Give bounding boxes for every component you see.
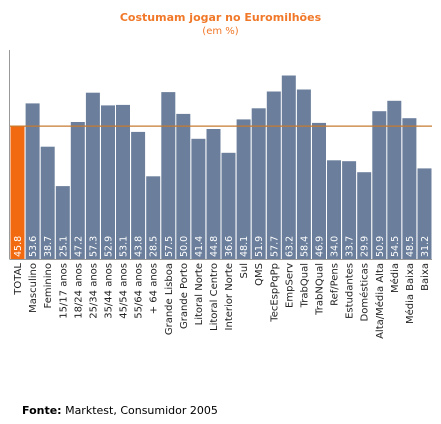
- bar-9: [146, 176, 161, 259]
- value-label-2: 38.7: [43, 236, 54, 257]
- category-label-20: TrabNQual: [315, 263, 326, 316]
- bar-1: [25, 103, 40, 260]
- value-label-9: 28.5: [149, 236, 160, 257]
- category-label-8: 55/64 anos: [134, 263, 145, 319]
- category-label-22: Estudantes: [345, 263, 356, 319]
- category-label-15: Sul: [239, 263, 250, 278]
- source-text: Marktest, Consumidor 2005: [65, 404, 218, 417]
- value-label-14: 36.6: [224, 236, 235, 257]
- value-label-23: 29.9: [360, 236, 371, 257]
- source-label: Fonte:: [22, 404, 62, 417]
- category-label-13: Litoral Centro: [209, 263, 220, 331]
- value-label-4: 47.2: [73, 236, 84, 257]
- bar-21: [327, 160, 341, 259]
- value-label-1: 53.6: [28, 236, 39, 257]
- value-label-18: 63.2: [284, 236, 295, 257]
- category-label-17: TecEspPqPp: [269, 263, 280, 323]
- bar-17: [266, 91, 281, 259]
- bar-2: [40, 146, 55, 259]
- value-label-7: 53.1: [119, 236, 130, 257]
- category-label-14: Interior Norte: [224, 263, 235, 330]
- value-label-17: 57.7: [269, 236, 280, 257]
- category-label-2: Feminino: [43, 263, 54, 308]
- category-label-5: 25/34 anos: [88, 263, 99, 319]
- category-label-6: 35/44 anos: [104, 263, 115, 319]
- value-label-15: 48.1: [239, 236, 250, 257]
- bar-7: [116, 104, 130, 260]
- bar-22: [342, 161, 357, 259]
- bar-16: [251, 108, 266, 259]
- value-label-11: 50.0: [179, 236, 190, 257]
- value-label-26: 48.5: [405, 236, 416, 257]
- category-label-16: QMS: [254, 263, 265, 286]
- value-label-22: 33.7: [345, 236, 356, 257]
- bar-27: [417, 168, 432, 259]
- bar-11: [176, 113, 191, 260]
- value-label-19: 58.4: [299, 236, 310, 257]
- bar-23: [357, 172, 372, 259]
- bar-0: [10, 126, 25, 259]
- value-label-21: 34.0: [330, 236, 341, 257]
- bar-24: [372, 111, 387, 259]
- category-label-4: 18/24 anos: [73, 263, 84, 319]
- category-label-27: Baixa: [420, 263, 431, 291]
- source-note: Fonte: Marktest, Consumidor 2005: [22, 404, 218, 417]
- value-label-16: 51.9: [254, 236, 265, 257]
- category-label-0: TOTAL: [13, 263, 24, 296]
- bar-5: [85, 92, 100, 259]
- value-label-0: 45.8: [13, 236, 24, 257]
- value-label-20: 46.9: [315, 236, 326, 257]
- bar-18: [281, 75, 296, 259]
- category-label-25: Média: [389, 263, 401, 293]
- value-label-24: 50.9: [375, 236, 386, 257]
- chart-title: Costumam jogar no Euromilhões: [119, 11, 322, 24]
- category-label-11: Grande Porto: [179, 263, 190, 329]
- bar-10: [161, 92, 176, 259]
- bar-26: [402, 118, 417, 259]
- value-label-25: 54.5: [390, 236, 401, 257]
- value-label-12: 41.4: [194, 236, 205, 257]
- value-label-6: 52.9: [104, 236, 115, 257]
- bar-25: [387, 100, 402, 259]
- chart-subtitle: (em %): [202, 26, 239, 37]
- category-label-26: Média Baixa: [404, 263, 416, 324]
- value-label-3: 25.1: [58, 236, 69, 257]
- bar-20: [312, 122, 326, 260]
- value-label-5: 57.3: [88, 236, 99, 257]
- value-label-27: 31.2: [420, 236, 431, 257]
- bar-19: [296, 89, 311, 259]
- category-label-21: Ref/Pens: [330, 263, 341, 306]
- category-label-7: 45/54 anos: [119, 263, 130, 319]
- category-label-19: TrabQual: [299, 263, 310, 308]
- bar-13: [206, 129, 221, 259]
- category-label-18: EmpServ: [284, 263, 295, 308]
- category-label-23: Domésticas: [359, 263, 371, 321]
- value-label-8: 43.8: [134, 236, 145, 257]
- category-label-1: Masculino: [28, 263, 39, 313]
- bar-12: [191, 138, 206, 259]
- bar-3: [55, 186, 70, 259]
- category-label-12: Litoral Norte: [194, 263, 205, 325]
- category-label-9: + 64 anos: [149, 263, 160, 314]
- bar-6: [101, 105, 115, 260]
- bar-14: [221, 152, 236, 259]
- category-label-24: Alta/Média Alta: [374, 263, 386, 339]
- value-label-10: 57.5: [164, 236, 175, 257]
- bar-8: [131, 131, 146, 259]
- bar-15: [236, 119, 251, 260]
- bar-4: [70, 122, 85, 259]
- category-label-3: 15/17 anos: [58, 263, 69, 319]
- value-label-13: 44.8: [209, 236, 220, 257]
- category-label-10: Grande Lisboa: [164, 263, 175, 335]
